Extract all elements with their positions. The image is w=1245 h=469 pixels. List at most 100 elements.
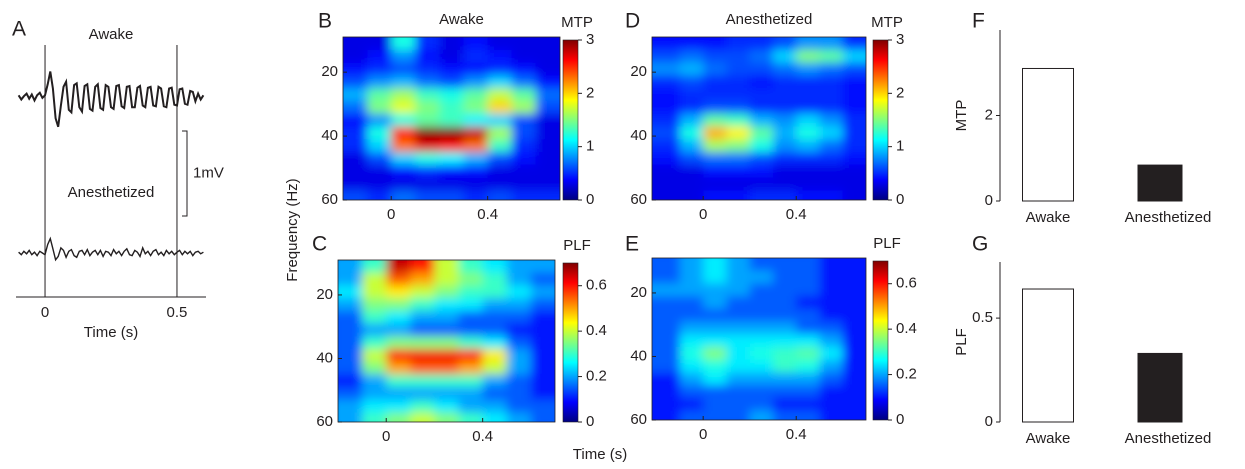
heatmap-cell <box>482 348 508 363</box>
heatmap-cell <box>819 37 844 51</box>
plot-frame <box>342 36 561 201</box>
heatmap-cell <box>530 285 555 299</box>
heatmap-cell <box>726 164 751 179</box>
colorbar-tick-label: 0.2 <box>586 368 607 385</box>
heatmap-cell <box>482 412 508 422</box>
heatmap-cell <box>679 49 704 64</box>
heatmap-cell <box>415 62 440 76</box>
heatmap-cell <box>796 397 820 411</box>
y-tick-label: 60 <box>630 411 647 428</box>
heatmap-cell <box>819 62 844 76</box>
heatmap-cell <box>439 152 465 166</box>
heatmap-cell <box>726 258 751 272</box>
heatmap-cell <box>703 190 727 200</box>
heatmap-cell <box>703 258 727 272</box>
heatmap-cell <box>434 348 460 363</box>
heatmap-cell <box>842 126 866 140</box>
heatmap-cell <box>726 346 751 361</box>
heatmap-cell <box>796 113 820 127</box>
heatmap-cell <box>842 283 866 297</box>
colorbar <box>872 39 889 201</box>
heatmap-cell <box>362 272 387 286</box>
heatmap-cell <box>530 374 555 388</box>
heatmap-cell <box>726 126 751 140</box>
heatmap-cell <box>726 296 751 310</box>
colorbar-tick-label: 3 <box>896 31 904 48</box>
heatmap-cell <box>487 75 513 89</box>
heatmap-cell <box>458 298 484 312</box>
heatmap-cell <box>772 75 797 89</box>
heatmap-cell <box>338 323 363 337</box>
heatmap-cell <box>679 359 704 373</box>
heatmap-cell <box>726 62 751 76</box>
heatmap-cell <box>482 272 508 286</box>
heatmap-cell <box>458 285 484 299</box>
heatmap-cell <box>796 308 820 323</box>
heatmap-cell <box>410 310 435 325</box>
heatmap-cell <box>367 190 392 200</box>
heatmap-cell <box>362 361 387 375</box>
panel-letter: D <box>625 10 640 33</box>
heatmap-cell <box>463 37 489 51</box>
heatmap-cell <box>415 100 440 115</box>
x-tick-label: 0 <box>699 206 707 223</box>
heatmap-cell <box>749 283 774 297</box>
heatmap-cell <box>391 49 416 64</box>
heatmap-cell <box>819 190 844 200</box>
heatmap-cell <box>772 126 797 140</box>
plot-frame <box>651 257 867 421</box>
heatmap-cell <box>796 296 820 310</box>
heatmap-cell <box>343 88 368 102</box>
heatmap-cell <box>434 412 460 422</box>
heatmap-cell <box>749 397 774 411</box>
heatmap-cell <box>343 164 368 179</box>
heatmap-cell <box>652 385 681 399</box>
heatmap-cell <box>703 346 727 361</box>
heatmap-cell <box>679 164 704 179</box>
heatmap-cell <box>362 412 387 422</box>
heatmap-cell <box>819 75 844 89</box>
y-tick-label: 40 <box>316 349 333 366</box>
heatmap-cell <box>819 296 844 310</box>
colorbar-label: MTP <box>871 14 903 31</box>
heatmap-cell <box>439 100 465 115</box>
heatmap-cell <box>391 62 416 76</box>
heatmap-cell <box>530 323 555 337</box>
heatmap-cell <box>842 152 866 166</box>
heatmap-cell <box>652 296 681 310</box>
heatmap-cell <box>749 177 774 191</box>
heatmap-cell <box>487 126 513 140</box>
heatmap-cell <box>362 285 387 299</box>
heatmap-cell <box>367 62 392 76</box>
heatmap-cell <box>386 260 411 274</box>
heatmap-cell <box>391 177 416 191</box>
heatmap-cell <box>535 113 560 127</box>
heatmap-cell <box>703 385 727 399</box>
heatmap-cell <box>652 126 681 140</box>
heatmap-cell <box>463 75 489 89</box>
x-tick-label: Awake <box>1026 209 1071 226</box>
heatmap-cell <box>749 359 774 373</box>
heatmap-cell <box>652 308 681 323</box>
heatmap-cell <box>439 37 465 51</box>
heatmap-cell <box>343 126 368 140</box>
y-tick-label: 20 <box>630 284 647 301</box>
heatmap-cell <box>338 285 363 299</box>
heatmap-cell <box>772 49 797 64</box>
heatmap-cell <box>652 113 681 127</box>
heatmap-cell <box>652 372 681 386</box>
heatmap <box>652 37 866 200</box>
heatmap-cell <box>726 88 751 102</box>
heatmap-cell <box>535 164 560 179</box>
heatmap-cell <box>487 139 513 153</box>
heatmap-cell <box>652 410 681 420</box>
heatmap-cell <box>410 272 435 286</box>
heatmap-cell <box>439 177 465 191</box>
heatmap-cell <box>391 37 416 51</box>
heatmap-cell <box>391 164 416 179</box>
colorbar-tick-label: 2 <box>586 84 594 101</box>
heatmap-cell <box>367 139 392 153</box>
heatmap-cell <box>362 323 387 337</box>
heatmap-cell <box>796 334 820 348</box>
bar <box>1137 164 1183 202</box>
